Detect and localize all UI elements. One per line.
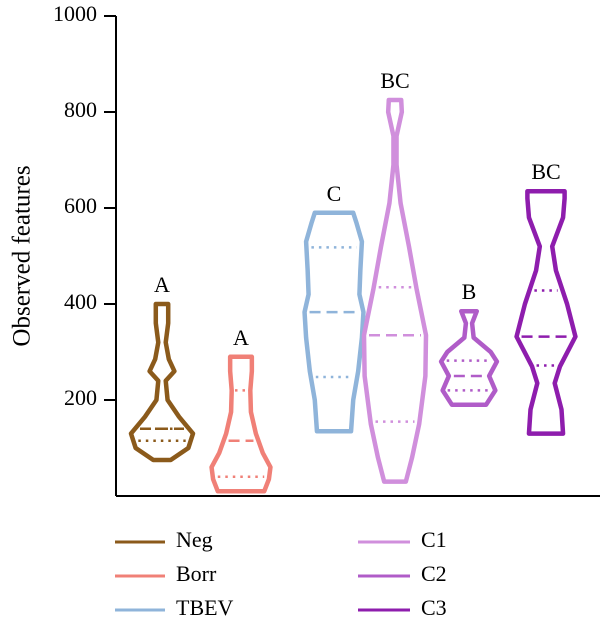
significance-letter: BC xyxy=(380,68,409,93)
legend-label: Borr xyxy=(176,561,217,586)
y-ticks: 200 400 600 800 1000 xyxy=(53,1,116,410)
axes xyxy=(115,16,600,497)
legend-label: Neg xyxy=(176,527,213,552)
legend-item-tbev: TBEV xyxy=(115,595,234,620)
y-tick-label: 600 xyxy=(64,193,97,218)
legend-item-c2: C2 xyxy=(358,561,447,586)
legend-label: TBEV xyxy=(176,595,234,620)
violin-shape xyxy=(209,354,273,494)
violin-c2: B xyxy=(438,279,500,408)
significance-letter: A xyxy=(154,272,170,297)
y-tick-label: 1000 xyxy=(53,1,97,26)
violin-shape xyxy=(361,97,429,484)
significance-letter: BC xyxy=(531,159,560,184)
violin-shape xyxy=(302,210,366,434)
significance-letter: B xyxy=(462,279,477,304)
violin-c3: BC xyxy=(514,159,578,436)
legend-item-neg: Neg xyxy=(115,527,213,552)
violin-c1: BC xyxy=(361,68,429,484)
violin-shape xyxy=(438,308,500,408)
legend-item-c3: C3 xyxy=(358,595,447,620)
y-tick-label: 800 xyxy=(64,97,97,122)
legend-label: C2 xyxy=(421,561,447,586)
significance-letter: C xyxy=(327,181,342,206)
violin-borr: A xyxy=(209,325,273,494)
legend-label: C1 xyxy=(421,527,447,552)
legend: Neg Borr TBEV C1 C2 C3 xyxy=(115,527,447,620)
legend-item-borr: Borr xyxy=(115,561,217,586)
y-tick-label: 200 xyxy=(64,385,97,410)
legend-label: C3 xyxy=(421,595,447,620)
violin-neg: A xyxy=(128,272,196,463)
violin-tbev: C xyxy=(302,181,366,434)
significance-letter: A xyxy=(233,325,249,350)
violin-shape xyxy=(514,188,578,436)
violins: A A C BC B BC xyxy=(128,68,578,494)
legend-item-c1: C1 xyxy=(358,527,447,552)
y-axis-title: Observed features xyxy=(9,165,36,346)
y-tick-label: 400 xyxy=(64,289,97,314)
violin-shape xyxy=(128,301,196,463)
